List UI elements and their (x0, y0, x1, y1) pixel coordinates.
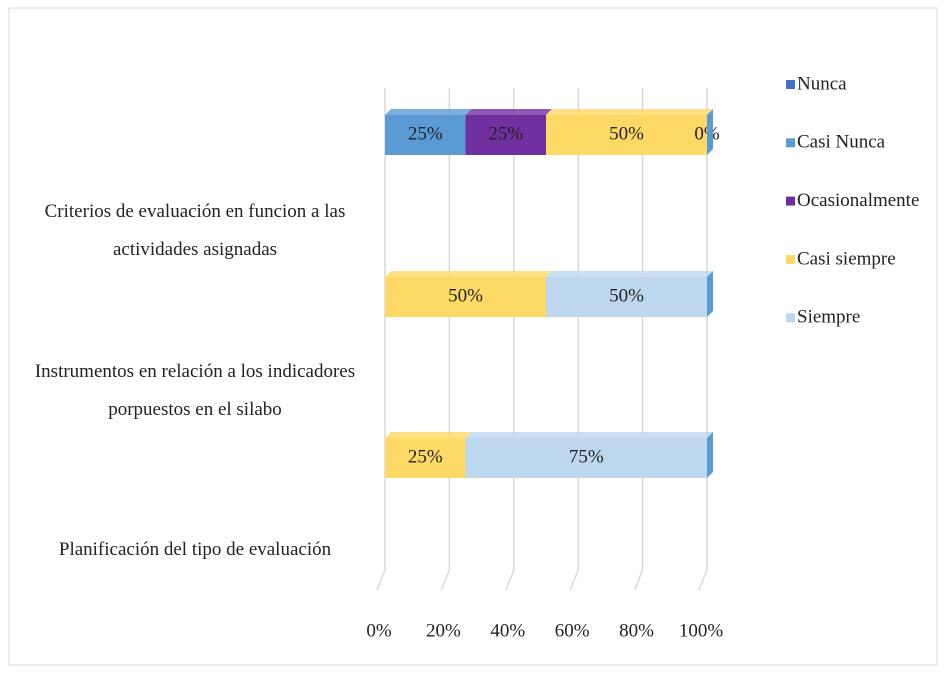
data-label: 50% (448, 285, 483, 306)
data-label: 75% (569, 446, 604, 467)
category-label: Criterios de evaluación en funcion a las… (44, 201, 346, 260)
data-label: 25% (408, 446, 443, 467)
bar (546, 277, 707, 317)
bar (465, 115, 546, 155)
bar-top-face (385, 271, 552, 277)
bar-top-face (385, 432, 472, 438)
bar (465, 438, 707, 478)
x-tick-label: 100% (679, 620, 724, 641)
bar (385, 438, 466, 478)
category-label: Planificación del tipo de evaluación (58, 539, 332, 560)
grid-line (440, 88, 451, 591)
bar-side-face (707, 109, 713, 155)
grid-line (376, 88, 386, 591)
legend-swatch (786, 254, 795, 264)
chart-border (8, 7, 938, 666)
grid-line (505, 88, 515, 591)
legend-swatch (786, 196, 795, 206)
data-label: 50% (609, 123, 644, 144)
x-tick-label: 20% (426, 620, 461, 641)
legend-label: Casi siempre (797, 248, 896, 269)
legend-label: Nunca (797, 73, 847, 94)
legend-label: Casi Nunca (797, 132, 886, 153)
x-tick-label: 60% (555, 620, 590, 641)
bar-top-face (465, 109, 552, 115)
legend-swatch (786, 138, 795, 148)
bar-top-face (465, 432, 713, 438)
bar (385, 115, 466, 155)
x-tick-label: 0% (366, 620, 392, 641)
bar (546, 115, 707, 155)
grid-line (633, 88, 644, 591)
grid-line (569, 88, 579, 591)
legend-swatch (786, 313, 795, 323)
bar-side-face (707, 432, 713, 478)
bar-top-face (546, 271, 713, 277)
data-label: 25% (488, 123, 523, 144)
data-label: 50% (609, 285, 644, 306)
bar-top-face (546, 109, 713, 115)
legend-label: Ocasionalmente (797, 190, 919, 211)
x-tick-label: 80% (619, 620, 654, 641)
bar-side-face (707, 271, 713, 317)
x-tick-label: 40% (490, 620, 525, 641)
bar (385, 277, 546, 317)
category-label: Instrumentos en relación a los indicador… (34, 361, 356, 420)
legend-swatch (786, 80, 795, 89)
legend-label: Siempre (797, 307, 860, 328)
grid-line (698, 88, 708, 591)
bar-top-face (385, 109, 472, 115)
data-label: 25% (408, 123, 443, 144)
